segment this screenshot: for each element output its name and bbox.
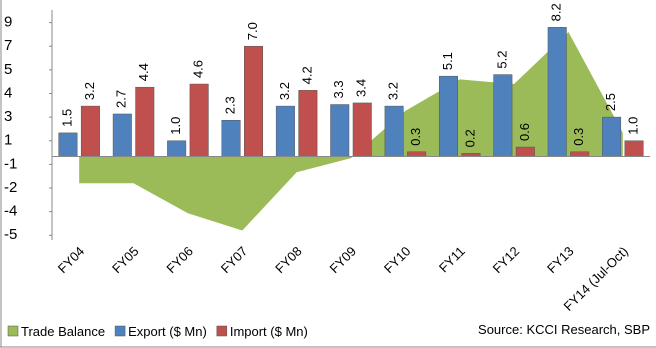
bar bbox=[275, 105, 295, 157]
bar bbox=[58, 132, 78, 157]
bar bbox=[221, 120, 241, 157]
data-label: 8.2 bbox=[549, 3, 564, 21]
y-tick-label: -4 bbox=[4, 203, 17, 220]
bar bbox=[570, 151, 590, 157]
bar bbox=[80, 105, 100, 157]
data-label: 0.6 bbox=[517, 123, 532, 141]
bar bbox=[135, 86, 155, 157]
x-tick-label: FY04 bbox=[55, 244, 88, 277]
data-label: 4.4 bbox=[136, 63, 151, 81]
data-label: 0.3 bbox=[571, 128, 586, 146]
bar bbox=[407, 151, 427, 157]
x-tick-label: FY13 bbox=[544, 244, 577, 277]
y-tick-label: 5 bbox=[4, 61, 12, 78]
data-label: 1.0 bbox=[168, 117, 183, 135]
bar bbox=[624, 140, 644, 157]
y-tick-label: 3 bbox=[4, 108, 12, 125]
bar bbox=[352, 102, 372, 157]
bar bbox=[515, 146, 535, 157]
data-label: 2.7 bbox=[114, 90, 129, 108]
bar bbox=[330, 104, 350, 157]
data-label: 7.0 bbox=[245, 22, 260, 40]
bar bbox=[602, 116, 622, 157]
legend-swatch bbox=[114, 325, 126, 337]
bar bbox=[438, 75, 458, 157]
source-note: Source: KCCI Research, SBP bbox=[478, 322, 650, 337]
data-label: 3.3 bbox=[331, 80, 346, 98]
data-label: 3.2 bbox=[277, 82, 292, 100]
x-tick-label: FY12 bbox=[490, 244, 523, 277]
x-tick-label: FY09 bbox=[327, 244, 360, 277]
data-label: 3.2 bbox=[386, 82, 401, 100]
data-label: 4.6 bbox=[191, 60, 206, 78]
y-tick-label: 7 bbox=[4, 37, 12, 54]
x-tick-label: FY06 bbox=[163, 244, 196, 277]
bar bbox=[298, 90, 318, 157]
legend-label: Trade Balance bbox=[21, 324, 105, 339]
x-tick-label: FY08 bbox=[272, 244, 305, 277]
bar bbox=[493, 74, 513, 157]
x-tick-label: FY07 bbox=[218, 244, 251, 277]
bar bbox=[112, 113, 132, 157]
y-tick-label: -2 bbox=[4, 179, 17, 196]
bar bbox=[244, 45, 264, 157]
area bbox=[79, 32, 623, 231]
x-tick-label: FY05 bbox=[109, 244, 142, 277]
bar bbox=[384, 105, 404, 157]
x-tick-label: FY11 bbox=[436, 244, 468, 276]
data-label: 2.3 bbox=[222, 96, 237, 114]
legend-swatch bbox=[216, 325, 228, 337]
legend-swatch bbox=[7, 325, 19, 337]
legend-label: Import ($ Mn) bbox=[230, 324, 308, 339]
y-tick-label: -5 bbox=[4, 226, 17, 243]
data-label: 1.5 bbox=[59, 109, 74, 127]
data-label: 2.5 bbox=[603, 93, 618, 111]
y-tick-label: -1 bbox=[4, 155, 17, 172]
data-label: 0.3 bbox=[408, 128, 423, 146]
data-label: 3.2 bbox=[82, 82, 97, 100]
y-tick-label: 4 bbox=[4, 84, 12, 101]
data-label: 4.2 bbox=[299, 66, 314, 84]
y-tick-label: 1 bbox=[4, 132, 12, 149]
data-label: 5.2 bbox=[494, 51, 509, 69]
bar bbox=[189, 83, 209, 157]
y-tick-label: 9 bbox=[4, 14, 12, 31]
data-label: 1.0 bbox=[625, 117, 640, 135]
bar bbox=[547, 27, 567, 157]
bar bbox=[167, 140, 187, 157]
legend-label: Export ($ Mn) bbox=[128, 324, 207, 339]
x-tick-label: FY10 bbox=[381, 244, 414, 277]
data-label: 0.2 bbox=[462, 129, 477, 147]
data-label: 3.4 bbox=[354, 79, 369, 97]
data-label: 5.1 bbox=[440, 52, 455, 70]
